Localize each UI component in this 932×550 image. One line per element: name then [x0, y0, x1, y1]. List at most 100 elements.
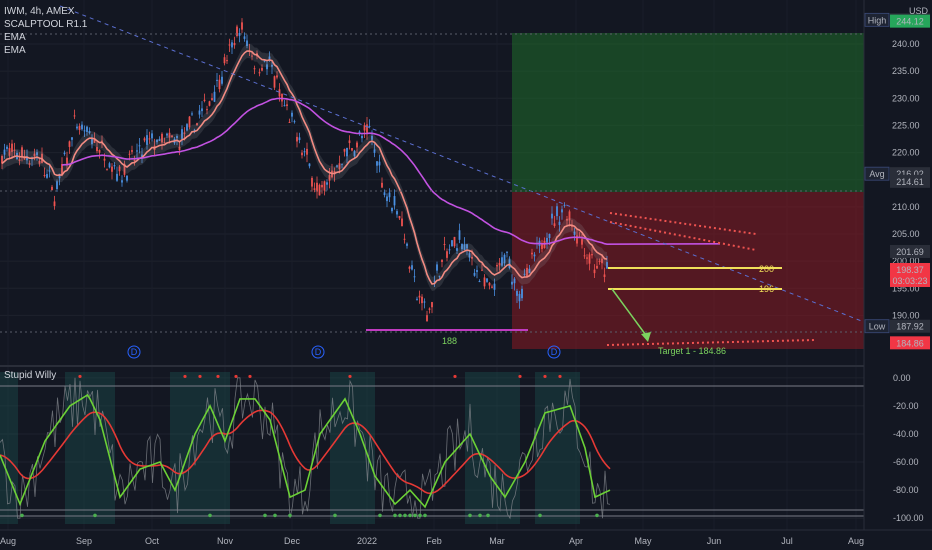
candle-body [106, 169, 108, 171]
candle-body [243, 36, 246, 39]
price-tick: 200.00 [892, 256, 920, 266]
candle-body [111, 166, 113, 172]
candle-body [533, 254, 536, 257]
oscillator-axis[interactable]: 0.00 -20.00 -40.00 -60.00 -80.00 -100.00 [893, 373, 924, 523]
oscillator-buy-dot [418, 513, 422, 518]
candle-body [381, 182, 383, 188]
candle-body [88, 130, 91, 134]
candle-body [18, 159, 21, 161]
symbol-legend[interactable]: IWM, 4h, AMEX [4, 6, 75, 17]
candle-body [203, 99, 206, 102]
candle-body [133, 160, 136, 162]
candle-body [561, 209, 563, 213]
candle-body [603, 274, 606, 277]
oscillator-tick: -20.00 [893, 401, 919, 411]
candle-body [13, 149, 16, 151]
candle-body [118, 166, 121, 172]
candle-body [288, 121, 291, 123]
candle-body [436, 264, 438, 271]
candle-body [6, 146, 8, 149]
candle-body [108, 163, 111, 168]
candle-body [401, 218, 403, 227]
price-tags: High244.36244.12Avg216.02214.61201.69198… [864, 12, 930, 350]
price-tag-box [890, 262, 930, 287]
oscillator-tick: 0.00 [893, 373, 911, 383]
candle-body [161, 133, 163, 143]
candle-body [11, 143, 13, 152]
price-tick: 210.00 [892, 202, 920, 212]
candle-body [246, 40, 248, 46]
oscillator-raw-line [0, 377, 611, 520]
price-tick: 220.00 [892, 148, 920, 158]
time-axis[interactable]: Aug Sep Oct Nov Dec 2022 Feb Mar Apr May Jun Jul Aug [0, 536, 864, 546]
candle-body [68, 141, 71, 147]
candle-body [101, 140, 103, 142]
price-pane[interactable]: 200 196 188 Target 1 - 184.86 D D D IWM,… [0, 0, 865, 530]
oscillator-legend[interactable]: Stupid Willy [4, 370, 56, 381]
candle-body [126, 175, 128, 181]
candle-body [326, 182, 328, 185]
candle-body [278, 89, 281, 97]
candle-body [308, 163, 311, 167]
candle-body [588, 254, 591, 264]
candle-body [451, 240, 453, 247]
candle-body [33, 153, 36, 157]
candle-body [76, 126, 78, 129]
price-tag-value: 201.69 [896, 247, 924, 257]
candle-body [351, 148, 353, 151]
indicator-legend[interactable]: EMA [4, 32, 26, 43]
event-marker[interactable]: D [547, 345, 561, 359]
candle-body [448, 249, 451, 251]
oscillator-buy-dot [398, 513, 402, 518]
candle-body [286, 104, 288, 106]
candle-body [91, 138, 93, 145]
candle-body [218, 79, 221, 90]
oscillator-pane[interactable]: Stupid Willy [0, 370, 864, 524]
time-tick: May [634, 536, 652, 546]
candle-body [266, 64, 268, 70]
candle-body [386, 196, 388, 202]
candle-body [383, 192, 386, 196]
candle-body [121, 180, 123, 183]
currency-label[interactable]: USD [909, 6, 929, 16]
candle-body [271, 64, 273, 67]
oscillator-buy-dot [288, 513, 292, 518]
indicator-legend[interactable]: EMA [4, 45, 26, 56]
candle-body [296, 136, 298, 142]
candle-body [293, 121, 296, 123]
candle-body [216, 79, 218, 81]
time-tick: Sep [76, 536, 92, 546]
event-marker[interactable]: D [127, 345, 141, 359]
price-tick: 235.00 [892, 66, 920, 76]
price-tag-value: 244.12 [896, 17, 924, 27]
candle-body [58, 173, 61, 179]
indicator-legend[interactable]: SCALPTOOL R1.1 [4, 19, 88, 30]
event-marker-label: D [551, 347, 558, 357]
candle-body [581, 239, 583, 245]
target-arrow[interactable] [611, 288, 649, 339]
candle-body [366, 124, 368, 133]
candle-body [128, 153, 131, 155]
target-arrowhead [641, 332, 651, 342]
candle-body [171, 135, 173, 138]
candle-body [321, 184, 323, 188]
candle-body [51, 186, 53, 190]
candle-body [596, 265, 598, 269]
event-marker-label: D [315, 347, 322, 357]
oscillator-shade-zone [330, 372, 375, 524]
candle-body [96, 147, 98, 152]
candle-body [516, 290, 518, 296]
candle-body [413, 276, 416, 278]
candle-body [206, 109, 208, 111]
oscillator-shade-zone [170, 372, 230, 524]
oscillator-buy-dot [595, 513, 599, 518]
candle-body [556, 206, 558, 217]
price-tag-label-box [864, 319, 890, 334]
candle-body [283, 105, 286, 107]
event-marker[interactable]: D [311, 345, 325, 359]
candle-body [453, 236, 456, 247]
candle-body [191, 113, 193, 115]
candle-body [193, 129, 196, 131]
target-label: Target 1 - 184.86 [658, 346, 726, 356]
